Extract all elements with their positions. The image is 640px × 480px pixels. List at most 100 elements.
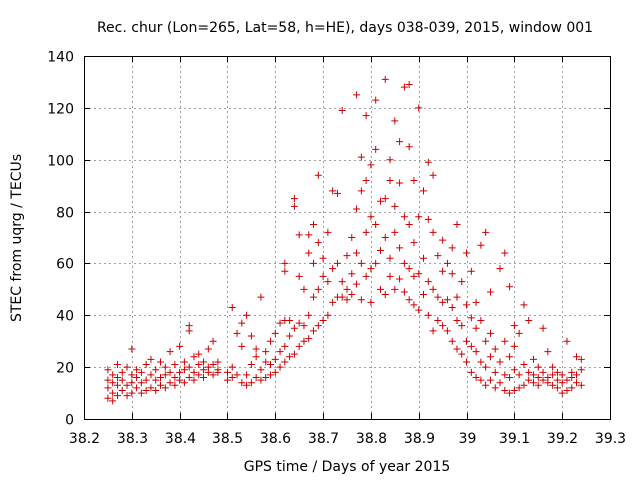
data-point [486,288,494,296]
data-point [549,381,557,389]
data-point [381,291,389,299]
data-point [386,254,394,262]
data-point [118,376,126,384]
data-point [405,265,413,273]
data-point [520,301,528,309]
data-point [295,272,303,280]
data-point [281,259,289,267]
data-point [137,389,145,397]
data-point [176,376,184,384]
data-point [429,171,437,179]
data-point [262,348,270,356]
data-point [123,392,131,400]
data-point [544,348,552,356]
data-point [534,363,542,371]
data-point [266,371,274,379]
data-point [415,306,423,314]
data-point [157,358,165,366]
data-point [104,384,112,392]
data-point [190,353,198,361]
data-point [391,285,399,293]
data-point [185,322,193,330]
data-point [137,379,145,387]
data-point [104,376,112,384]
data-point [424,215,432,223]
data-point [214,358,222,366]
data-point [486,329,494,337]
data-point [157,374,165,382]
data-point [510,386,518,394]
data-point [118,386,126,394]
x-tick-label: 38.5 [212,431,243,447]
data-point [376,246,384,254]
data-point [262,358,270,366]
data-point [209,361,217,369]
data-point [501,386,509,394]
data-point [386,156,394,164]
data-point [204,363,212,371]
data-point [501,337,509,345]
data-point [310,221,318,229]
data-point [252,353,260,361]
data-point [463,301,471,309]
data-point [467,314,475,322]
data-point [510,342,518,350]
x-tick-label: 38.8 [356,431,387,447]
data-point [281,342,289,350]
data-point [200,358,208,366]
data-point [166,379,174,387]
data-point [477,376,485,384]
data-point [300,285,308,293]
data-point [152,376,160,384]
data-point [357,187,365,195]
data-point [453,345,461,353]
data-point [396,138,404,146]
data-point [324,278,332,286]
data-point [381,195,389,203]
data-point [496,265,504,273]
data-point [386,272,394,280]
data-point [118,368,126,376]
x-tick-label: 39.3 [595,431,626,447]
data-point [147,371,155,379]
data-point [243,381,251,389]
data-point [439,322,447,330]
data-point [463,358,471,366]
data-point [180,358,188,366]
data-point [233,329,241,337]
data-point [558,379,566,387]
data-point [195,350,203,358]
data-point [458,278,466,286]
data-point [448,244,456,252]
data-point [501,249,509,257]
data-point [343,296,351,304]
data-point [357,296,365,304]
x-ticks: 38.2 38.3 38.4 38.5 38.6 38.7 38.8 38.9 39 39.1 39… [69,56,626,447]
data-point [343,285,351,293]
data-point [448,270,456,278]
data-point [314,322,322,330]
data-point [128,345,136,353]
data-point [209,371,217,379]
data-point [290,195,298,203]
x-tick-label: 38.4 [165,431,196,447]
data-point [549,371,557,379]
data-point [496,379,504,387]
data-point [506,374,514,382]
data-point [310,293,318,301]
data-point [252,374,260,382]
data-point [290,350,298,358]
data-point [286,353,294,361]
data-point [429,327,437,335]
data-point [109,397,117,405]
data-point [405,296,413,304]
y-tick-label: 100 [47,154,74,170]
data-point [314,239,322,247]
data-point [415,104,423,112]
data-point [171,381,179,389]
data-point [573,379,581,387]
data-point [501,371,509,379]
data-point [257,376,265,384]
y-tick-label: 120 [47,102,74,118]
data-point [319,254,327,262]
